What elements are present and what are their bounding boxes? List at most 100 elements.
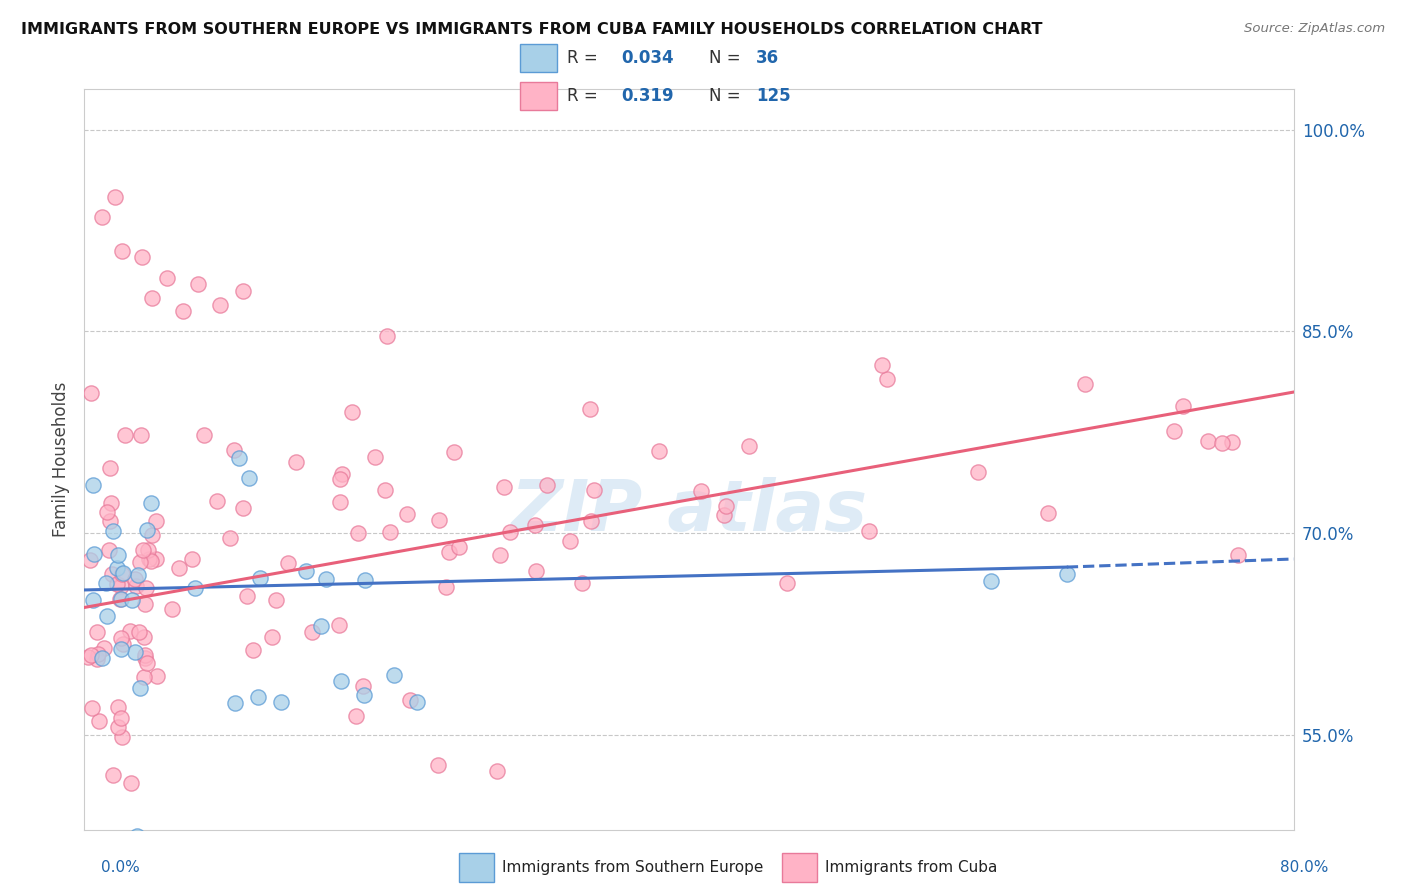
Point bbox=[110, 631, 132, 645]
Point bbox=[560, 533, 582, 548]
Point bbox=[583, 483, 606, 498]
Point bbox=[524, 564, 547, 578]
Point bbox=[353, 573, 375, 587]
Point bbox=[536, 478, 558, 492]
Point bbox=[98, 461, 121, 475]
Point bbox=[1171, 399, 1194, 413]
Point bbox=[129, 555, 152, 569]
Point bbox=[329, 472, 352, 486]
Point bbox=[104, 190, 127, 204]
Bar bbox=[458, 854, 495, 881]
Point bbox=[329, 495, 352, 509]
Point bbox=[224, 442, 246, 457]
Point bbox=[1074, 377, 1097, 392]
Point bbox=[270, 695, 292, 709]
Point bbox=[342, 405, 364, 419]
Y-axis label: Family Households: Family Households bbox=[52, 382, 70, 537]
Point bbox=[124, 572, 146, 586]
Point bbox=[136, 657, 159, 671]
Text: 0.319: 0.319 bbox=[621, 87, 673, 105]
Point bbox=[139, 554, 162, 568]
Text: Source: ZipAtlas.com: Source: ZipAtlas.com bbox=[1244, 22, 1385, 36]
Point bbox=[647, 444, 669, 458]
Point bbox=[138, 543, 160, 558]
Point bbox=[426, 758, 449, 772]
Point bbox=[124, 645, 146, 659]
Point bbox=[93, 641, 115, 656]
Point bbox=[232, 284, 254, 298]
Point bbox=[138, 552, 160, 566]
Point bbox=[120, 776, 142, 790]
Point bbox=[295, 564, 318, 578]
Point bbox=[690, 484, 713, 499]
Point bbox=[499, 525, 522, 540]
Point bbox=[107, 700, 129, 714]
Point bbox=[285, 455, 308, 469]
Point bbox=[79, 553, 101, 567]
Point bbox=[209, 297, 232, 311]
Point bbox=[219, 531, 242, 545]
Point bbox=[86, 625, 108, 640]
Point bbox=[127, 830, 149, 844]
Point bbox=[89, 714, 111, 728]
Point bbox=[111, 730, 134, 744]
Point bbox=[187, 277, 209, 292]
Bar bbox=[782, 854, 817, 881]
Text: N =: N = bbox=[709, 49, 745, 67]
Point bbox=[494, 480, 516, 494]
Point bbox=[870, 358, 893, 372]
Point bbox=[437, 545, 460, 559]
Point bbox=[328, 618, 350, 632]
Point bbox=[134, 650, 156, 665]
Point bbox=[353, 688, 375, 702]
Point bbox=[364, 450, 387, 464]
Point bbox=[112, 566, 135, 581]
Point bbox=[238, 471, 260, 485]
Point bbox=[114, 428, 136, 442]
Point bbox=[135, 581, 157, 595]
Point bbox=[145, 514, 167, 528]
Point bbox=[145, 552, 167, 566]
Point bbox=[87, 647, 110, 661]
Point bbox=[156, 270, 179, 285]
Point bbox=[101, 567, 124, 582]
Point bbox=[242, 643, 264, 657]
Point bbox=[332, 467, 354, 482]
Text: 0.034: 0.034 bbox=[621, 49, 673, 67]
Point bbox=[94, 575, 117, 590]
Point bbox=[396, 507, 419, 521]
Point bbox=[406, 695, 429, 709]
Point bbox=[352, 679, 374, 693]
Point bbox=[108, 592, 131, 607]
Point bbox=[146, 669, 169, 683]
Point bbox=[581, 514, 603, 528]
Bar bbox=[520, 44, 557, 72]
Point bbox=[399, 693, 422, 707]
Point bbox=[131, 543, 153, 558]
Point bbox=[139, 496, 162, 510]
Point bbox=[111, 637, 134, 651]
Point bbox=[100, 496, 122, 510]
Point bbox=[980, 574, 1002, 588]
Text: N =: N = bbox=[709, 87, 745, 105]
Point bbox=[738, 439, 761, 453]
Point bbox=[228, 450, 250, 465]
Point bbox=[434, 580, 457, 594]
Point bbox=[236, 589, 259, 603]
Point bbox=[858, 524, 880, 538]
Point bbox=[193, 427, 215, 442]
Point bbox=[103, 768, 125, 782]
Point bbox=[427, 513, 450, 527]
Point bbox=[141, 291, 163, 305]
Text: Immigrants from Southern Europe: Immigrants from Southern Europe bbox=[502, 860, 763, 875]
Text: R =: R = bbox=[567, 87, 603, 105]
Point bbox=[80, 648, 103, 662]
Point bbox=[277, 556, 299, 570]
Point bbox=[579, 401, 602, 416]
Point bbox=[98, 542, 121, 557]
Point bbox=[347, 526, 370, 541]
Point bbox=[1227, 548, 1250, 562]
Point bbox=[107, 549, 129, 563]
Point bbox=[876, 372, 898, 386]
Point bbox=[77, 649, 100, 664]
